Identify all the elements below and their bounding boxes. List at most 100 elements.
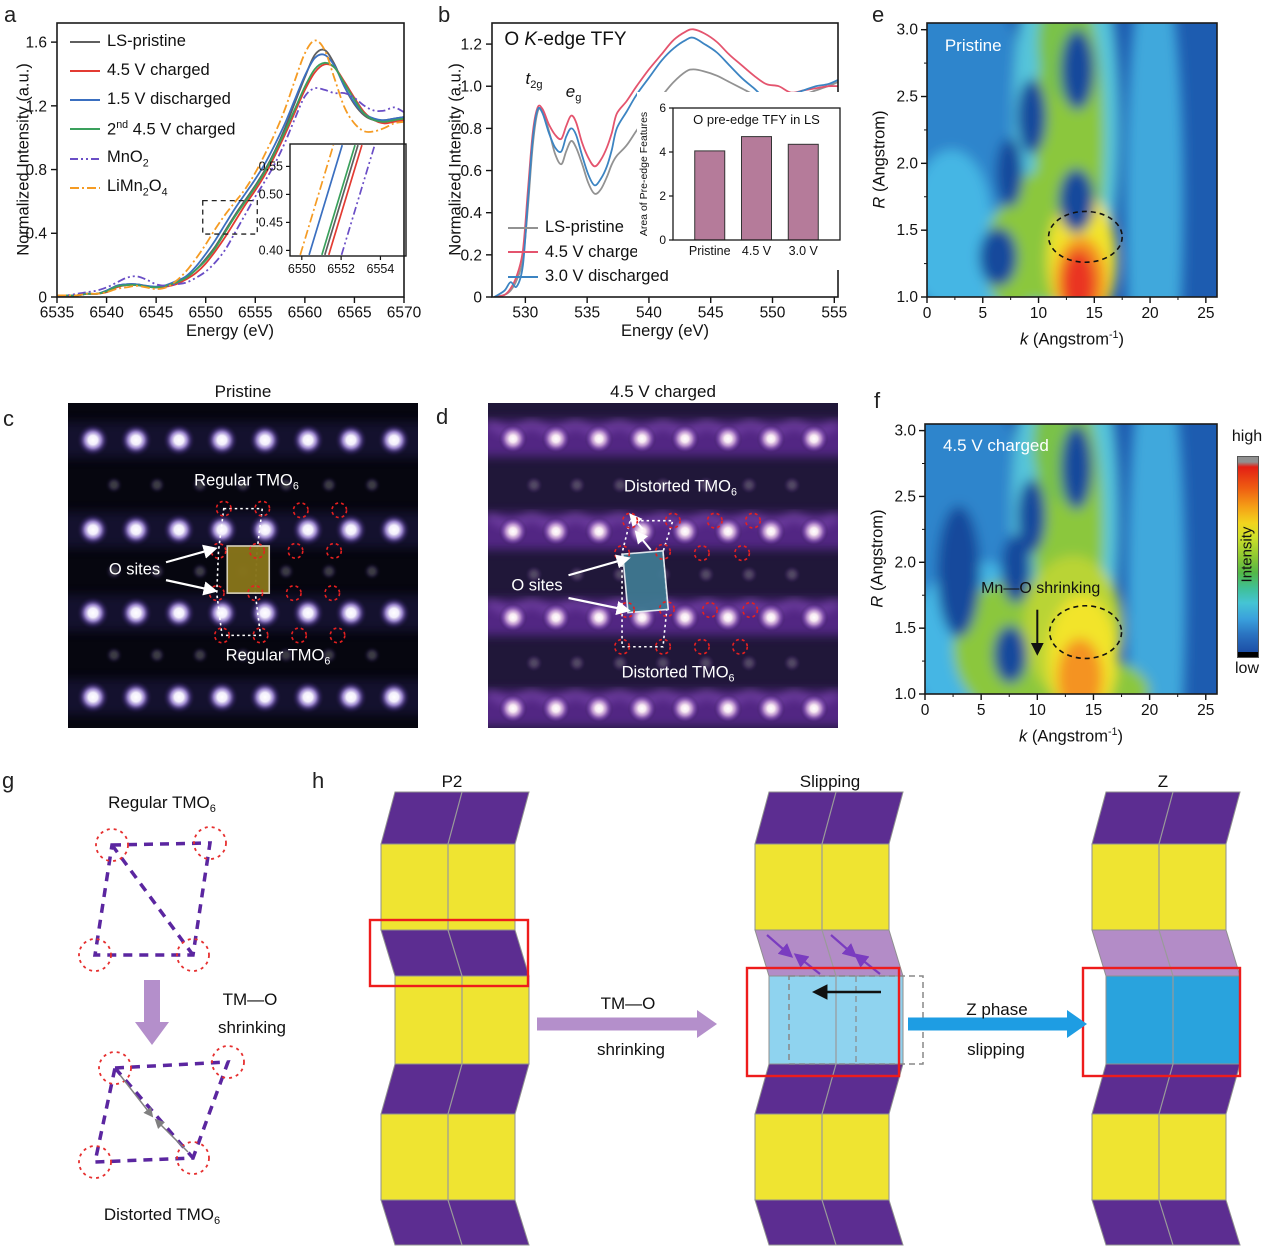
faint-atom-dot <box>234 646 252 665</box>
y-axis-tick-label: 1.2 <box>25 98 47 115</box>
low-intensity-spot-2 <box>996 137 1023 208</box>
dashed-highlight-ellipse <box>1047 210 1123 264</box>
plot-frame <box>56 22 405 298</box>
z-phase-arrow-label-bottom: slipping <box>967 1040 1025 1059</box>
tm-o-mini-arrow <box>830 934 858 958</box>
legend-line-sample <box>508 226 538 229</box>
panel-f-wavelet-charged: 0 5 10 15 20 25 1.0 1.5 2.0 2.5 3.0 Mn—O shrinking 4… <box>860 386 1269 766</box>
atom-column-dot <box>541 516 571 546</box>
atom-column-dot <box>76 680 110 714</box>
inset-y-tick-label: 0.45 <box>259 215 283 229</box>
faint-atom-dot <box>525 476 543 495</box>
y-axis-tick-label: 0.4 <box>460 205 482 222</box>
faint-atom-dot <box>697 654 715 672</box>
atom-column-dot <box>627 424 657 454</box>
atom-column-dot <box>334 680 368 714</box>
x-axis-tick-label: 6535 <box>40 305 74 322</box>
o-site-circle <box>254 500 271 517</box>
legend-label: LS-pristine <box>107 32 186 50</box>
legend-line-sample <box>70 128 100 131</box>
tmo-shrinking-arrow-label-top: TM—O <box>600 994 656 1013</box>
panel-g-octahedra-diagram: Regular TMO6 Distorted TMO6 <box>0 760 320 1254</box>
bar-y-tick-label: 0 <box>659 233 666 247</box>
b-legend-item-3p0v-discharged: 3.0 V discharged <box>508 267 669 286</box>
wavelet-y-label-f: R (Angstrom) <box>868 509 887 608</box>
low-intensity-spot-3 <box>937 505 981 638</box>
x-axis-tick-label: 555 <box>821 305 847 322</box>
inset-line-1 <box>308 144 344 256</box>
atom-column-dot <box>627 694 657 723</box>
plot-frame <box>926 22 1218 298</box>
atom-column-dot <box>670 516 700 546</box>
atom-column-dot <box>291 596 325 630</box>
tm-o-shrinking-arrow <box>537 1010 717 1038</box>
stem-c-title: Pristine <box>214 382 272 401</box>
legend-label: LiMn2O4 <box>107 177 168 199</box>
low-intensity-spot-1 <box>1017 479 1046 554</box>
x-axis-tick-label: 10 <box>1030 305 1048 322</box>
atom-column-dot <box>584 424 614 454</box>
low-intensity-spot-0 <box>1060 425 1093 510</box>
atom-column-dot <box>756 694 786 723</box>
panel-b-o-kedge-chart: 530 535 540 545 550 555 0 0.2 0.4 0.6 0.8 1.0 1.2 Nor… <box>432 0 862 345</box>
o-site-circle <box>215 500 232 517</box>
inset-line-4 <box>327 144 363 256</box>
legend-label: MnO2 <box>107 148 149 170</box>
panel-h-phase-diagram <box>315 760 1269 1254</box>
atom-column-dot <box>799 516 829 546</box>
atom-column-dot <box>248 680 282 714</box>
intensity-blob-3 <box>1127 424 1186 694</box>
regular-tmo6-o-site-circle <box>95 828 129 862</box>
octahedra-svg <box>78 826 245 1179</box>
x-axis-tick-label: 25 <box>1197 305 1214 322</box>
atom-column-dot <box>541 424 571 454</box>
o-site-circle <box>693 638 710 655</box>
a-legend-item-mno2: MnO2 <box>70 148 149 169</box>
distorted-tmo6-o-site-circle <box>211 1045 245 1079</box>
inset-x-tick-label: 6550 <box>288 262 316 276</box>
x-axis-tick-label: 535 <box>574 305 600 322</box>
atom-column-dot <box>756 424 786 454</box>
faint-atom-dot <box>234 475 252 494</box>
x-axis-tick-label: 6555 <box>238 305 272 322</box>
g-shrinking-label: shrinking <box>217 1018 287 1037</box>
faint-atom-dot <box>320 646 338 665</box>
a-inset-chart: 6550 6552 6554 0.40 0.45 0.50 0.55 <box>259 143 407 276</box>
atom-column-dot <box>76 423 110 457</box>
atom-column-dot <box>205 513 239 547</box>
faint-atom-dot <box>320 475 338 494</box>
x-axis-tick-label: 5 <box>978 305 987 322</box>
atom-column-dot <box>799 424 829 454</box>
o-site-circle <box>706 512 723 529</box>
y-axis-tick-label: 2.5 <box>896 89 918 106</box>
bar-y-tick-label: 4 <box>659 145 666 159</box>
a-legend-item-1p5v-discharged: 1.5 V discharged <box>70 90 231 109</box>
distorted-tmo6-o-site-circle <box>98 1051 132 1085</box>
panel-c-stem-pristine: Regular TMO6 Regular TMO6 O sites <box>0 378 430 738</box>
legend-label: 3.0 V discharged <box>545 267 669 285</box>
atom-column-dot <box>334 513 368 547</box>
faint-atom-dot <box>363 562 381 581</box>
panel-letter-f: f <box>874 388 881 413</box>
faint-atom-dot <box>568 565 586 584</box>
a-y-axis-label: Normalized Intensity (a.u.) <box>14 63 33 256</box>
inset-frame <box>289 143 407 257</box>
faint-atom-dot <box>783 476 801 495</box>
o-site-circle <box>744 512 762 529</box>
low-intensity-spot-4 <box>993 625 1028 684</box>
o-site-circle <box>324 585 341 602</box>
o-site-circle <box>654 638 672 655</box>
atom-column-dot <box>76 596 110 630</box>
bar-4.5 V <box>741 136 772 241</box>
a-legend-item-limn2o4: LiMn2O4 <box>70 177 168 198</box>
bar-y-tick-label: 6 <box>659 101 666 115</box>
o-site-circle <box>329 627 346 644</box>
inset-y-tick-label: 0.55 <box>259 159 283 173</box>
inset-y-tick-label: 0.40 <box>259 243 283 257</box>
faint-atom-dot <box>148 562 166 581</box>
legend-line-sample <box>508 251 538 253</box>
curve-2nd-4p5v-charged <box>57 61 404 297</box>
faint-atom-dot <box>697 476 715 495</box>
x-axis-tick-label: 530 <box>512 305 538 322</box>
y-axis-tick-label: 1.2 <box>460 37 482 54</box>
